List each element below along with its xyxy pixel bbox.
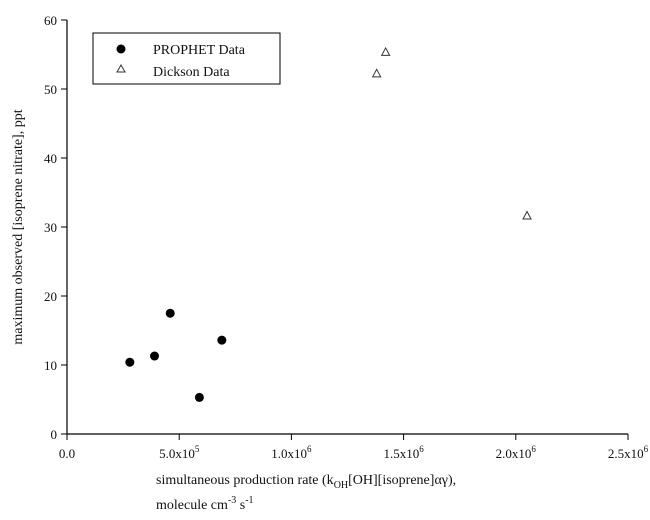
y-tick-label: 10 bbox=[44, 358, 57, 373]
x-tick-label: 1.5x106 bbox=[383, 444, 424, 461]
x-ticks: 0.0 5.0x105 1.0x106 1.5x106 2.0x106 2.5x106 bbox=[59, 434, 649, 461]
legend-dickson-marker bbox=[116, 63, 126, 73]
y-axis-title: maximum observed [isoprene nitrate], ppt bbox=[11, 109, 26, 344]
legend-box bbox=[92, 32, 281, 85]
x-axis-title-line2: molecule cm-3 s-1 bbox=[156, 495, 254, 513]
y-tick-label: 0 bbox=[51, 427, 58, 442]
prophet-data-point bbox=[125, 357, 135, 367]
prophet-data-point bbox=[217, 335, 227, 345]
prophet-data-point bbox=[150, 351, 160, 361]
x-axis-title-line1: simultaneous production rate (kOH[OH][is… bbox=[156, 473, 456, 491]
y-tick-label: 40 bbox=[44, 151, 57, 166]
legend: PROPHET Data Dickson Data bbox=[92, 32, 281, 85]
legend-prophet-marker bbox=[116, 44, 126, 54]
x-tick-label: 5.0x105 bbox=[159, 444, 200, 461]
dickson-data-point bbox=[522, 210, 532, 220]
y-tick-label: 20 bbox=[44, 289, 57, 304]
data-points bbox=[125, 46, 532, 402]
x-tick-label: 2.0x106 bbox=[496, 444, 537, 461]
x-tick-label: 0.0 bbox=[59, 446, 75, 461]
x-tick-label: 1.0x106 bbox=[271, 444, 312, 461]
prophet-data-point bbox=[165, 308, 175, 318]
y-tick-label: 50 bbox=[44, 82, 57, 97]
y-tick-label: 30 bbox=[44, 220, 57, 235]
y-tick-label: 60 bbox=[44, 13, 57, 28]
prophet-data-point bbox=[194, 392, 204, 402]
legend-prophet-label: PROPHET Data bbox=[153, 43, 246, 58]
dickson-data-point bbox=[380, 46, 391, 56]
legend-dickson-label: Dickson Data bbox=[153, 65, 230, 80]
y-ticks: 0 10 20 30 40 50 60 bbox=[44, 13, 67, 442]
dickson-data-point bbox=[371, 68, 382, 78]
x-tick-label: 2.5x106 bbox=[608, 444, 649, 461]
